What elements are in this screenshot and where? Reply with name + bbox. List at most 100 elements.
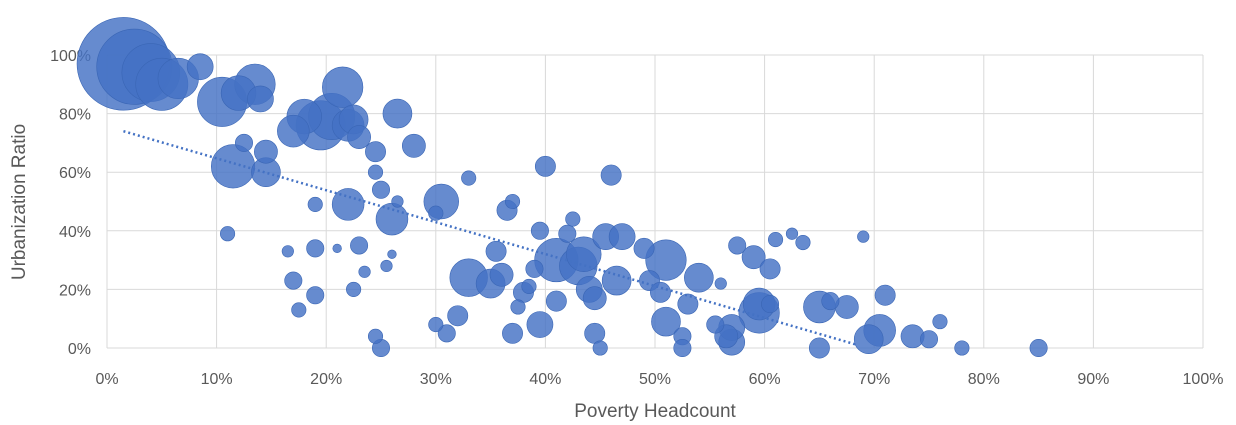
bubble [331, 188, 365, 221]
x-tick-label: 10% [201, 371, 233, 388]
bubble [307, 196, 323, 212]
bubble [281, 245, 294, 258]
x-tick-label: 100% [1183, 371, 1224, 388]
bubble [932, 314, 948, 330]
bubble [761, 295, 780, 314]
bubble [741, 245, 766, 270]
bubble [210, 144, 256, 189]
bubble [380, 259, 393, 273]
bubble [382, 98, 413, 129]
x-tick-label: 30% [420, 371, 452, 388]
y-tick-label: 60% [59, 165, 91, 182]
bubble [322, 66, 364, 108]
bubble [375, 202, 409, 236]
bubble [235, 133, 254, 152]
bubble [220, 226, 236, 242]
bubble [582, 286, 607, 311]
bubble [186, 53, 214, 81]
bubble [534, 155, 556, 177]
bubble [367, 328, 384, 344]
x-tick-label: 50% [639, 371, 671, 388]
bubble [919, 330, 938, 349]
bubble [391, 195, 404, 208]
bubble [447, 305, 469, 327]
bubble [768, 232, 784, 248]
bubble [808, 337, 830, 359]
bubble [306, 239, 325, 258]
bubble [367, 164, 384, 180]
bubble [401, 133, 426, 158]
bubble [1029, 338, 1048, 357]
bubble [821, 292, 840, 311]
bubble [601, 265, 632, 296]
bubble [306, 286, 325, 305]
x-axis-title: Poverty Headcount [574, 401, 736, 422]
x-tick-label: 20% [310, 371, 342, 388]
bubble [600, 164, 622, 186]
bubble [350, 236, 369, 255]
bubble [521, 278, 537, 295]
bubble [358, 265, 371, 278]
bubble [428, 317, 444, 333]
x-tick-label: 70% [858, 371, 890, 388]
bubble [633, 237, 655, 259]
bubble [785, 227, 799, 240]
x-tick-label: 40% [529, 371, 561, 388]
bubble [428, 205, 444, 221]
bubble [651, 306, 681, 337]
bubble [608, 223, 636, 251]
bubble [714, 277, 727, 290]
x-tick-label: 0% [95, 371, 118, 388]
bubble [347, 125, 371, 149]
x-tick-label: 60% [749, 371, 781, 388]
bubble [795, 234, 811, 251]
bubble [759, 258, 781, 280]
bubble [728, 236, 747, 255]
bubble [645, 239, 687, 281]
bubble [510, 299, 526, 315]
bubble [677, 293, 699, 315]
bubble [565, 211, 581, 227]
bubble [387, 249, 397, 259]
bubble [247, 85, 274, 113]
y-tick-labels: 0%20%40%60%80%100% [50, 48, 91, 358]
y-axis-title: Urbanization Ratio [9, 124, 30, 280]
bubble [857, 230, 870, 243]
bubble-series [76, 17, 1048, 359]
y-tick-label: 80% [59, 107, 91, 124]
bubble [853, 324, 884, 355]
bubble [874, 284, 896, 306]
bubble [592, 340, 608, 356]
bubble [485, 240, 507, 262]
bubble [525, 259, 544, 278]
y-tick-label: 20% [59, 282, 91, 299]
bubble [332, 243, 342, 254]
y-tick-label: 0% [68, 341, 91, 358]
bubble [371, 180, 390, 199]
bubble [502, 322, 523, 344]
bubble [365, 141, 386, 163]
bubble [558, 224, 577, 243]
bubble [673, 338, 692, 357]
bubble [954, 340, 970, 356]
x-tick-label: 80% [968, 371, 1000, 388]
bubble [346, 281, 362, 297]
x-tick-labels: 0% 10% 20% 30% 40% 50% 60% 70% 80% 90% 100% [95, 371, 1223, 388]
bubble [684, 262, 714, 293]
bubble [530, 221, 549, 240]
bubble [545, 290, 567, 312]
bubble [284, 271, 303, 290]
y-tick-label: 40% [59, 224, 91, 241]
bubble [291, 302, 307, 318]
bubble [706, 315, 725, 334]
bubble [437, 324, 456, 343]
x-tick-label: 90% [1077, 371, 1109, 388]
bubble [650, 281, 671, 303]
bubble [504, 193, 521, 210]
bubble [584, 322, 606, 344]
bubble [461, 170, 477, 186]
bubble [277, 114, 310, 148]
bubble [489, 262, 514, 287]
bubble [254, 139, 278, 164]
